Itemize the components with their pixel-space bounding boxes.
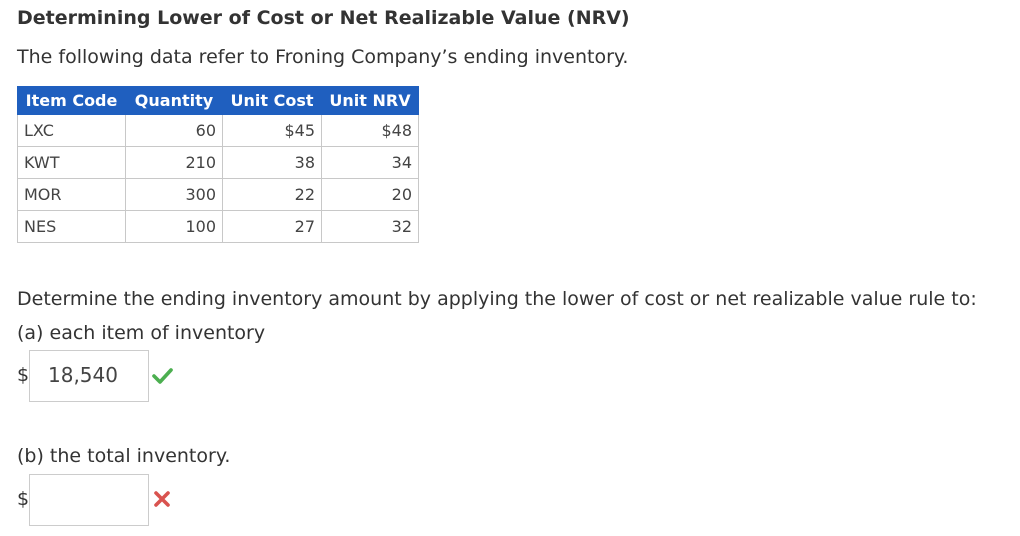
cell-quantity: 100 <box>125 210 223 243</box>
cell-unit-cost: $45 <box>222 114 322 147</box>
table-row: LXC 60 $45 $48 <box>17 114 419 147</box>
cell-unit-cost: 27 <box>222 210 322 243</box>
table-header-row: Item Code Quantity Unit Cost Unit NRV <box>17 86 419 115</box>
cell-item-code: LXC <box>17 114 126 147</box>
cell-unit-nrv: $48 <box>321 114 419 147</box>
header-item-code: Item Code <box>17 86 126 115</box>
table-row: MOR 300 22 20 <box>17 178 419 211</box>
cell-unit-nrv: 34 <box>321 146 419 179</box>
check-icon <box>151 365 173 387</box>
cell-quantity: 210 <box>125 146 223 179</box>
part-b-label: (b) the total inventory. <box>17 445 231 467</box>
table-row: NES 100 27 32 <box>17 210 419 243</box>
page-title: Determining Lower of Cost or Net Realiza… <box>17 7 630 29</box>
header-unit-cost: Unit Cost <box>222 86 322 115</box>
x-icon <box>152 489 174 511</box>
part-a-answer-input[interactable]: 18,540 <box>29 350 149 402</box>
cell-unit-cost: 38 <box>222 146 322 179</box>
cell-item-code: KWT <box>17 146 126 179</box>
cell-item-code: MOR <box>17 178 126 211</box>
cell-unit-nrv: 20 <box>321 178 419 211</box>
part-b-currency: $ <box>17 488 30 510</box>
part-b-answer-input[interactable] <box>29 474 149 526</box>
cell-item-code: NES <box>17 210 126 243</box>
part-a-label: (a) each item of inventory <box>17 322 266 344</box>
header-quantity: Quantity <box>125 86 223 115</box>
cell-quantity: 60 <box>125 114 223 147</box>
question-text: Determine the ending inventory amount by… <box>17 288 977 310</box>
part-a-currency: $ <box>17 364 30 386</box>
table-row: KWT 210 38 34 <box>17 146 419 179</box>
inventory-table: Item Code Quantity Unit Cost Unit NRV LX… <box>17 86 419 243</box>
header-unit-nrv: Unit NRV <box>321 86 419 115</box>
cell-unit-nrv: 32 <box>321 210 419 243</box>
cell-quantity: 300 <box>125 178 223 211</box>
intro-text: The following data refer to Froning Comp… <box>17 46 629 68</box>
cell-unit-cost: 22 <box>222 178 322 211</box>
